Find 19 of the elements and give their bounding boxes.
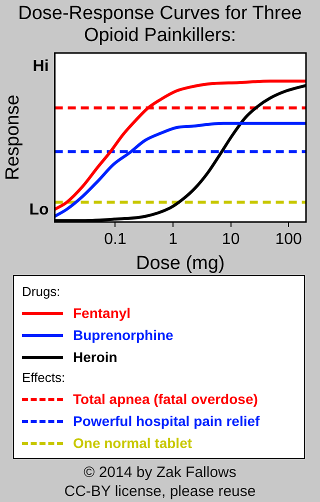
text: © 2014 by Zak Fallows <box>82 463 238 482</box>
text: Lo <box>29 202 50 219</box>
legend-label: Powerful hospital pain relief <box>73 412 260 431</box>
text: CC-BY license, please reuse <box>63 482 257 501</box>
y-axis-title: Response <box>2 94 24 180</box>
x-axis-title: Dose (mg) <box>136 252 225 274</box>
legend-label: Buprenorphine <box>73 326 174 345</box>
x-tick-label: 1 <box>168 231 178 248</box>
x-tick-label: 0.1 <box>104 231 126 248</box>
x-tick-label: 10 <box>222 231 240 248</box>
legend-label: One normal tablet <box>73 434 192 453</box>
legend-label: Total apnea (fatal overdose) <box>73 390 258 409</box>
legend-label: Heroin <box>73 348 118 367</box>
x-tick-label: 100 <box>275 231 302 248</box>
text: Hi <box>32 58 49 75</box>
text: Effects: <box>22 369 66 387</box>
chart-title: Dose-Response Curves for Three Opioid Painkillers: <box>17 2 303 47</box>
legend-label: Fentanyl <box>73 304 131 323</box>
legend-title: Drugs: <box>22 283 62 301</box>
